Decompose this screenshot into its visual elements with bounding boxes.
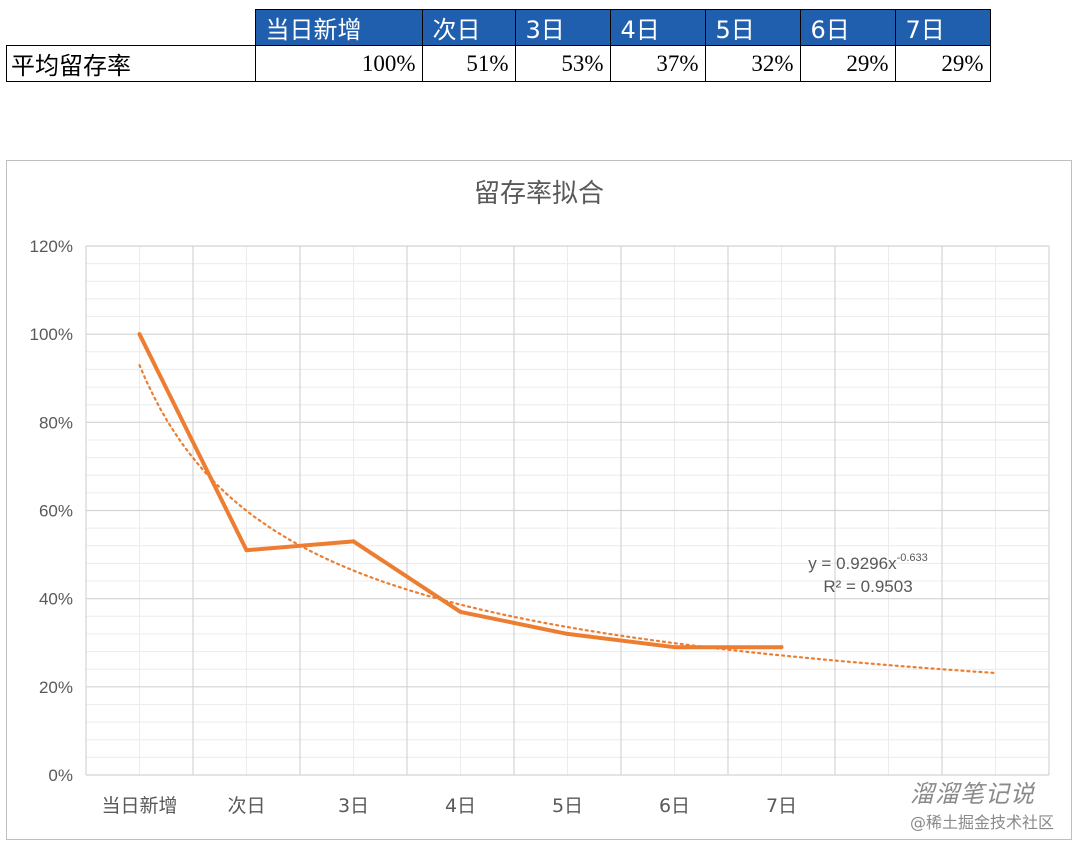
trendline-equation: y = 0.9296x-0.633 (808, 552, 928, 573)
trendline-r2: R² = 0.9503 (823, 577, 912, 596)
table-cell: 37% (609, 45, 706, 82)
y-tick-label: 0% (48, 766, 73, 785)
data-point (458, 609, 463, 614)
y-axis-ticks: 0% 20% 40% 60% 80% 100% 120% (30, 237, 73, 785)
table-row: 平均留存率 100% 51% 53% 37% 32% 29% 29% (6, 45, 991, 82)
x-tick-label: 6日 (659, 795, 690, 817)
x-tick-label: 7日 (766, 795, 797, 817)
table-cell: 53% (514, 45, 611, 82)
watermark: 溜溜笔记说 @稀土掘金技术社区 (910, 774, 1054, 833)
x-tick-label: 次日 (227, 795, 265, 817)
data-point (351, 539, 356, 544)
y-tick-label: 60% (39, 502, 73, 521)
chart-title: 留存率拟合 (474, 179, 604, 209)
watermark-line1: 溜溜笔记说 (909, 780, 1035, 808)
x-tick-label: 3日 (338, 795, 369, 817)
table-header-cell: 5日 (704, 9, 801, 46)
trendline (138, 364, 997, 675)
data-point (779, 645, 784, 650)
y-tick-label: 20% (39, 678, 73, 697)
watermark-line2: @稀土掘金技术社区 (909, 813, 1054, 832)
table-row-label: 平均留存率 (6, 45, 256, 82)
x-axis-ticks: 当日新增 次日 3日 4日 5日 6日 7日 (101, 795, 797, 817)
retention-table-wrap: 当日新增 次日 3日 4日 5日 6日 7日 平均留存率 100% 51% 53… (6, 9, 991, 82)
x-tick-label: 5日 (552, 795, 583, 817)
data-point (244, 548, 249, 553)
x-tick-label: 当日新增 (101, 795, 177, 817)
y-tick-label: 100% (30, 325, 73, 344)
table-header-cell: 6日 (799, 9, 896, 46)
table-header-cell: 3日 (514, 9, 611, 46)
data-point (565, 631, 570, 636)
table-header-cell: 次日 (421, 9, 516, 46)
table-header-row: 当日新增 次日 3日 4日 5日 6日 7日 (6, 9, 991, 46)
table-cell: 100% (254, 45, 423, 82)
data-point (672, 645, 677, 650)
y-tick-label: 120% (30, 237, 73, 256)
table-header-cell: 4日 (609, 9, 706, 46)
series-points (137, 332, 784, 650)
table-cell: 51% (421, 45, 516, 82)
y-tick-label: 80% (39, 413, 73, 432)
y-tick-label: 40% (39, 590, 73, 609)
table-corner-cell (6, 9, 256, 46)
table-cell: 32% (704, 45, 801, 82)
data-point (137, 332, 142, 337)
retention-table: 当日新增 次日 3日 4日 5日 6日 7日 平均留存率 100% 51% 53… (6, 9, 991, 82)
x-tick-label: 4日 (445, 795, 476, 817)
table-cell: 29% (894, 45, 991, 82)
table-header-cell: 当日新增 (254, 9, 423, 46)
chart-area (6, 160, 1072, 840)
